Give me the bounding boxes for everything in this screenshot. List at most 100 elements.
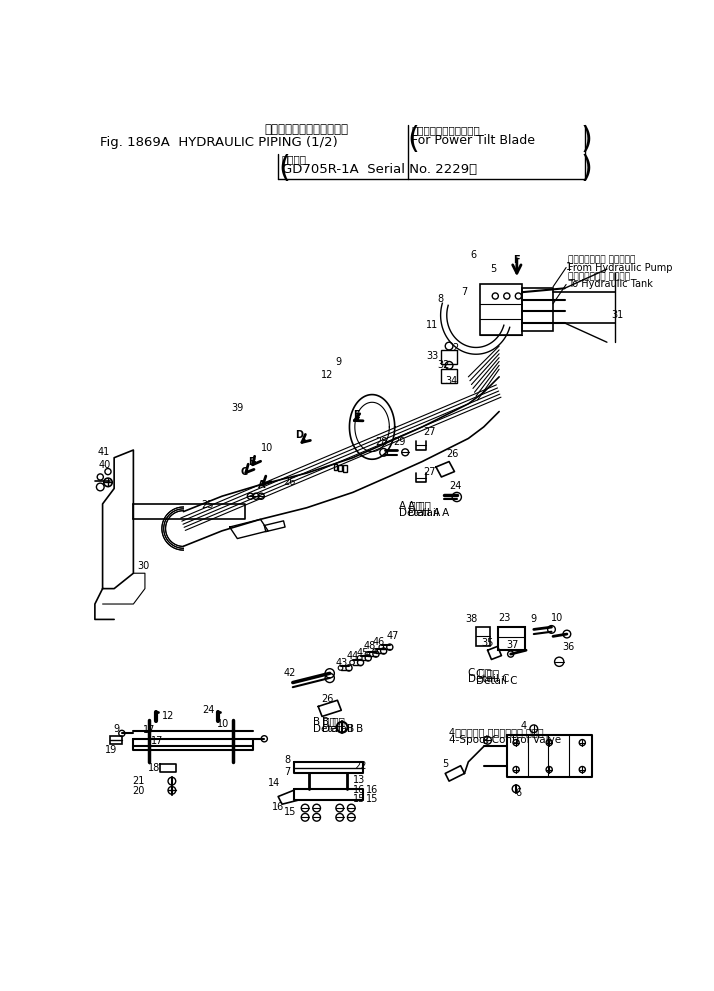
Text: F: F [513, 255, 521, 265]
Text: 16: 16 [272, 802, 284, 812]
Text: (: ( [278, 154, 290, 182]
Text: 3: 3 [482, 736, 488, 746]
Text: 6: 6 [516, 788, 521, 798]
Text: 14: 14 [268, 778, 281, 788]
Text: 5: 5 [442, 759, 448, 769]
Text: 10: 10 [217, 719, 230, 729]
Bar [441, 350, 457, 364]
Text: 36: 36 [563, 642, 575, 652]
Text: 1: 1 [566, 262, 572, 272]
Text: 44: 44 [347, 651, 359, 661]
Text: 8: 8 [438, 294, 443, 304]
Bar [343, 466, 347, 472]
Text: 15: 15 [366, 794, 378, 804]
Text: 35: 35 [481, 637, 494, 647]
Bar [522, 288, 553, 331]
Text: 27: 27 [423, 467, 436, 477]
Text: 6: 6 [471, 250, 477, 261]
Text: A 詳細: A 詳細 [408, 500, 431, 510]
Text: B 詳細: B 詳細 [313, 716, 336, 726]
Text: 20: 20 [133, 786, 145, 796]
Text: 24: 24 [449, 482, 461, 492]
Text: 32: 32 [438, 361, 450, 371]
Text: Detail A: Detail A [408, 508, 450, 518]
Text: 38: 38 [466, 614, 478, 624]
Text: ハイドロリック タンクへ: ハイドロリック タンクへ [568, 273, 630, 281]
Bar [480, 284, 522, 335]
Text: 28: 28 [375, 437, 388, 447]
Text: 16: 16 [366, 785, 378, 795]
Text: 7: 7 [461, 287, 468, 297]
Text: C 詳細: C 詳細 [476, 668, 499, 678]
Text: ): ) [580, 125, 593, 154]
Text: 16: 16 [353, 785, 365, 795]
Text: 12: 12 [162, 711, 174, 720]
Text: 26: 26 [283, 478, 296, 488]
Text: 24: 24 [202, 706, 214, 716]
Text: 9: 9 [530, 614, 536, 624]
Text: 15: 15 [283, 807, 296, 817]
Text: 25: 25 [201, 500, 213, 510]
Text: 47: 47 [387, 631, 399, 641]
Bar [476, 627, 490, 646]
Text: 19: 19 [105, 745, 117, 755]
Text: From Hydraulic Pump: From Hydraulic Pump [568, 263, 673, 273]
Text: 17: 17 [151, 736, 164, 746]
Text: 4-Spool Control Valve: 4-Spool Control Valve [449, 735, 561, 745]
Text: 40: 40 [99, 460, 111, 470]
Text: 9: 9 [114, 723, 119, 733]
Text: E: E [353, 410, 360, 420]
Text: 46: 46 [372, 637, 384, 647]
Text: 22: 22 [354, 761, 367, 771]
Text: 8: 8 [284, 755, 291, 765]
Text: 10: 10 [261, 443, 273, 453]
Text: 43: 43 [336, 658, 348, 668]
Bar [333, 464, 338, 470]
Bar [498, 627, 525, 650]
Text: 45: 45 [357, 647, 369, 658]
Text: 34: 34 [446, 376, 458, 385]
Text: To Hydraulic Tank: To Hydraulic Tank [568, 279, 653, 289]
Text: 適用号機: 適用号機 [282, 154, 307, 164]
Text: 29: 29 [393, 437, 406, 447]
Text: Detail A: Detail A [399, 508, 441, 518]
Text: For Power Tilt Blade: For Power Tilt Blade [411, 134, 536, 147]
Text: Detail B: Detail B [322, 723, 363, 733]
Bar [441, 370, 457, 384]
Text: 42: 42 [283, 668, 296, 678]
Text: Fig. 1869A  HYDRAULIC PIPING (1/2): Fig. 1869A HYDRAULIC PIPING (1/2) [100, 136, 338, 149]
Text: 4: 4 [521, 720, 527, 730]
Text: A: A [258, 481, 266, 491]
Text: A 詳細: A 詳細 [399, 500, 422, 510]
Text: 4－スプール コントロール バルブ: 4－スプール コントロール バルブ [449, 727, 543, 737]
Text: 2: 2 [452, 343, 458, 354]
Text: 15: 15 [353, 794, 365, 804]
Bar [338, 465, 342, 471]
Text: 11: 11 [426, 320, 438, 330]
Bar [110, 736, 122, 744]
Text: Detail B: Detail B [313, 723, 354, 733]
Text: 33: 33 [427, 351, 439, 361]
Text: 10: 10 [550, 612, 563, 623]
Text: 9: 9 [335, 357, 341, 368]
Text: 37: 37 [507, 640, 519, 650]
Text: 5: 5 [490, 264, 496, 275]
Text: 27: 27 [423, 427, 436, 437]
Text: ハイドロリック ポンプから: ハイドロリック ポンプから [568, 256, 635, 265]
Text: 21: 21 [133, 776, 145, 786]
Text: C 詳細: C 詳細 [468, 667, 491, 677]
Text: Detail C: Detail C [468, 675, 510, 685]
Text: 30: 30 [137, 561, 149, 571]
Text: 39: 39 [231, 402, 243, 412]
Text: D: D [295, 430, 303, 440]
Text: Detail C: Detail C [476, 676, 518, 686]
Text: (: ( [408, 125, 419, 154]
Text: 13: 13 [353, 775, 365, 785]
Text: 41: 41 [97, 447, 109, 457]
Text: B: B [248, 457, 256, 467]
Text: パワーチルトブレード用: パワーチルトブレード用 [411, 125, 480, 135]
Text: 23: 23 [498, 612, 511, 623]
Text: GD705R-1A  Serial No. 2229～: GD705R-1A Serial No. 2229～ [282, 164, 477, 176]
Text: 31: 31 [612, 310, 624, 320]
Text: ): ) [580, 154, 593, 182]
